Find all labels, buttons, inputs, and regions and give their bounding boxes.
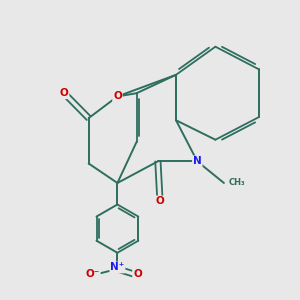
- Text: O: O: [133, 269, 142, 279]
- Text: N⁺: N⁺: [110, 262, 124, 272]
- Text: N: N: [193, 156, 202, 167]
- Text: CH₃: CH₃: [228, 178, 245, 188]
- Text: O⁻: O⁻: [85, 269, 100, 279]
- Text: O: O: [113, 92, 122, 101]
- Text: O: O: [156, 196, 164, 206]
- Text: O: O: [60, 88, 68, 98]
